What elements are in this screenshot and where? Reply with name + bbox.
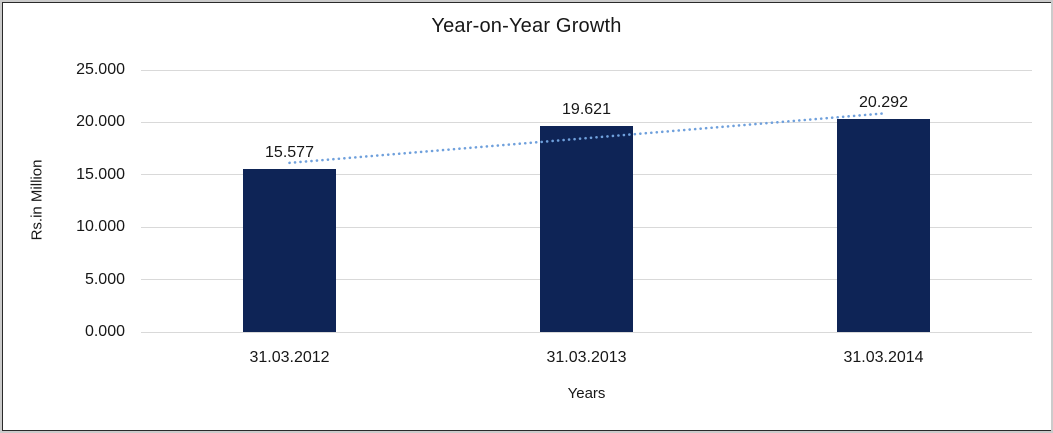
- gridline: [141, 331, 1032, 333]
- bar: [837, 119, 930, 332]
- y-tick-label: 5.000: [84, 270, 125, 288]
- y-tick-label: 25.000: [76, 61, 125, 78]
- x-axis-title: Years: [567, 385, 606, 402]
- x-tick-label: 31.03.2013: [546, 349, 627, 366]
- x-tick-label: 31.03.2014: [843, 349, 924, 366]
- gridline: [141, 69, 1032, 71]
- bar: [540, 126, 633, 332]
- chart-title: Year-on-Year Growth: [431, 15, 622, 37]
- y-tick-label: 20.000: [76, 113, 125, 131]
- y-tick-label: 15.000: [76, 165, 125, 183]
- bar: [243, 168, 336, 332]
- bar-value-label: 15.577: [265, 143, 314, 161]
- x-tick-label: 31.03.2012: [249, 349, 330, 366]
- bar-value-label: 19.621: [562, 101, 611, 119]
- bar-value-label: 20.292: [859, 94, 908, 112]
- y-tick-label: 0.000: [84, 323, 125, 340]
- y-tick-label: 10.000: [76, 218, 125, 236]
- y-axis-title: Rs.in Million: [28, 159, 46, 241]
